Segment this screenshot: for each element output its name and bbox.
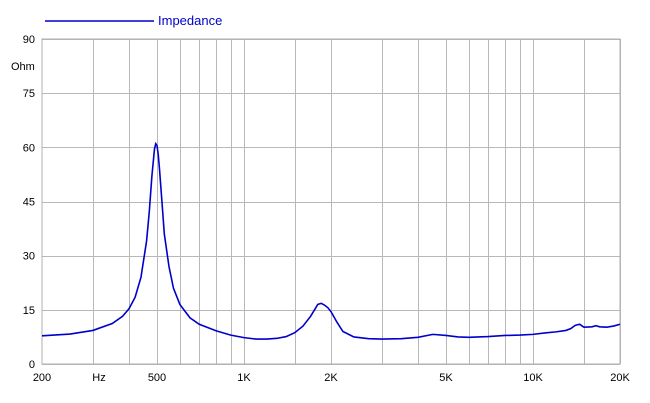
x-tick-label: 500 — [148, 372, 166, 384]
legend-label-impedance: Impedance — [158, 13, 222, 28]
y-tick-label: 45 — [23, 197, 35, 209]
y-tick-label: 75 — [23, 88, 35, 100]
x-tick-label: 2K — [324, 372, 338, 384]
x-tick-label: 200 — [33, 372, 51, 384]
x-axis-unit-label: Hz — [92, 372, 105, 384]
y-tick-label: 90 — [23, 34, 35, 46]
y-tick-label: 15 — [23, 305, 35, 317]
x-tick-label: 20K — [610, 372, 630, 384]
gridlines — [42, 39, 621, 365]
y-tick-label: 30 — [23, 251, 35, 263]
x-tick-label: 5K — [439, 372, 453, 384]
y-axis-unit-label: Ohm — [11, 61, 35, 73]
y-tick-labels: 0 15 30 45 60 75 90 — [23, 34, 35, 371]
y-tick-label: 0 — [29, 359, 35, 371]
y-tick-label: 60 — [23, 142, 35, 154]
x-tick-labels: 200 500 1K 2K 5K 10K 20K — [33, 372, 631, 384]
x-tick-label: 10K — [523, 372, 543, 384]
plot-frame — [41, 38, 621, 365]
legend: Impedance — [45, 13, 222, 28]
x-tick-label: 1K — [237, 372, 251, 384]
series-line-impedance — [41, 141, 621, 340]
